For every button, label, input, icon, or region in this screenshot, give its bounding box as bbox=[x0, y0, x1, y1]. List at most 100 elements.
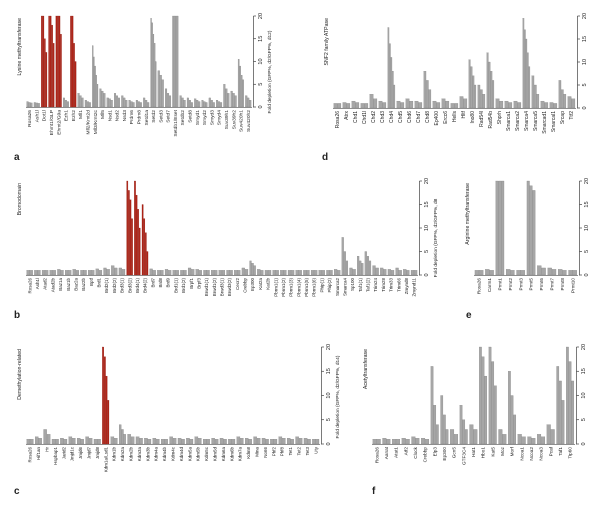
bar-f-18-1 bbox=[550, 429, 555, 445]
bar-a-29-0 bbox=[237, 59, 240, 108]
bar-c-26-1 bbox=[248, 439, 252, 445]
x-tick-label: Trim28 bbox=[381, 278, 386, 292]
x-tick-label: Jmjd6 bbox=[78, 447, 83, 460]
bar-a-20-3 bbox=[176, 15, 179, 108]
bar-c-18-0 bbox=[177, 438, 182, 445]
bar-b-15-3 bbox=[146, 251, 149, 276]
bar-c-8-0 bbox=[93, 439, 98, 445]
x-tick-label: Zmynd8 bbox=[404, 278, 409, 295]
bar-a-5-0 bbox=[62, 97, 65, 108]
x-tick-label: Pcaf bbox=[548, 446, 553, 456]
bar-b-32-1 bbox=[275, 270, 279, 276]
bar-a-28-1 bbox=[232, 93, 235, 108]
bar-b-12-1 bbox=[121, 269, 126, 276]
bar-a-25-1 bbox=[210, 100, 213, 108]
bar-c-23-1 bbox=[223, 439, 227, 445]
bar-a-10-1 bbox=[101, 90, 104, 108]
bar-a-20-1 bbox=[173, 15, 176, 108]
y-tick-label: 15 bbox=[258, 36, 264, 42]
bar-b-21-1 bbox=[191, 269, 195, 276]
bar-c-7-0 bbox=[85, 436, 89, 445]
bar-f-0-1 bbox=[376, 439, 381, 445]
bar-b-4-0 bbox=[57, 269, 61, 276]
bar-b-16-0 bbox=[149, 268, 153, 276]
y-tick-label: 20 bbox=[582, 13, 588, 19]
bar-a-30-2 bbox=[249, 100, 252, 108]
x-tick-label: No66 bbox=[263, 447, 268, 458]
x-tick-label: Bptf bbox=[89, 277, 94, 286]
panel-letter: f bbox=[372, 486, 376, 497]
bar-d-12-0 bbox=[441, 98, 446, 109]
bar-b-38-1 bbox=[321, 270, 325, 276]
bar-b-39-0 bbox=[326, 270, 330, 276]
x-tick-label: Suv420h2 bbox=[246, 110, 252, 132]
bar-a-16-0 bbox=[143, 97, 146, 108]
x-tick-label: Ncoa3 bbox=[539, 447, 544, 461]
bar-b-3-1 bbox=[52, 270, 56, 276]
panel-category-label: SNF2 family ATPase bbox=[324, 18, 330, 66]
bar-a-16-1 bbox=[145, 100, 148, 108]
bar-a-19-2 bbox=[169, 95, 172, 108]
bar-d-16-0 bbox=[477, 84, 481, 109]
x-tick-label: Sp100 bbox=[350, 278, 355, 292]
bar-c-11-0 bbox=[119, 424, 122, 445]
bar-b-48-0 bbox=[395, 267, 399, 276]
bar-b-20-1 bbox=[183, 270, 187, 276]
bar-a-19-1 bbox=[167, 93, 170, 108]
bar-f-11-2 bbox=[484, 375, 488, 445]
bar-c-28-1 bbox=[265, 439, 269, 445]
bar-d-9-1 bbox=[418, 102, 423, 109]
bar-d-3-0 bbox=[360, 103, 365, 109]
bar-b-25-0 bbox=[218, 270, 222, 276]
bar-c-22-0 bbox=[211, 438, 215, 445]
x-tick-label: Brd4(2) bbox=[143, 278, 148, 294]
bar-f-20-1 bbox=[568, 361, 572, 445]
bar-b-17-0 bbox=[157, 270, 161, 276]
bar-e-8-1 bbox=[562, 270, 567, 276]
bar-b-36-0 bbox=[303, 270, 307, 276]
x-tick-label: Tet2 bbox=[297, 447, 302, 456]
bar-b-45-1 bbox=[375, 267, 379, 276]
bar-a-4-2 bbox=[58, 15, 61, 108]
bar-a-7-1 bbox=[79, 95, 82, 108]
bar-b-24-1 bbox=[214, 270, 218, 276]
bar-f-17-1 bbox=[541, 436, 546, 445]
bar-b-39-1 bbox=[329, 270, 333, 276]
bar-d-26-1 bbox=[571, 98, 576, 109]
bar-c-9-2 bbox=[105, 375, 108, 445]
x-tick-label: Taf1 bbox=[558, 447, 563, 456]
panel-letter: a bbox=[14, 152, 20, 163]
x-tick-label: Brd1(2) bbox=[181, 278, 186, 294]
x-tick-label: Chd5 bbox=[398, 111, 404, 123]
bar-b-43-0 bbox=[357, 256, 360, 276]
bar-f-7-0 bbox=[440, 395, 444, 445]
x-tick-label: Kdm2a bbox=[120, 447, 125, 462]
bar-f-14-2 bbox=[513, 414, 517, 445]
bar-c-22-1 bbox=[214, 439, 219, 445]
bar-c-34-1 bbox=[315, 439, 320, 445]
x-tick-label: Setd8 bbox=[188, 110, 194, 123]
y-tick-label: 15 bbox=[581, 368, 587, 374]
x-tick-label: Setd7 bbox=[166, 110, 172, 123]
bar-f-9-0 bbox=[459, 405, 463, 445]
bar-a-23-2 bbox=[198, 101, 201, 108]
bar-c-23-0 bbox=[219, 438, 224, 445]
bar-a-24-1 bbox=[203, 101, 206, 108]
bar-a-9-4 bbox=[96, 84, 99, 108]
x-tick-label: Ttf2 bbox=[569, 111, 575, 120]
bar-f-12-0 bbox=[488, 346, 492, 445]
x-tick-label: Gcn5 bbox=[452, 447, 457, 459]
x-tick-label: Rad54b bbox=[488, 111, 494, 129]
bar-d-20-1 bbox=[517, 102, 522, 109]
panel-category-label: Arginine methyltransferase bbox=[465, 183, 471, 245]
bar-b-42-1 bbox=[352, 269, 356, 276]
x-tick-label: Ercc6 bbox=[443, 111, 449, 124]
bar-a-21-1 bbox=[181, 97, 184, 108]
y-tick-label: 0 bbox=[581, 442, 587, 445]
bar-f-9-1 bbox=[462, 419, 466, 445]
bar-d-25-0 bbox=[558, 80, 562, 109]
bar-f-12-2 bbox=[494, 385, 497, 445]
x-tick-label: Atad2b bbox=[50, 278, 55, 293]
bar-c-14-0 bbox=[144, 438, 148, 445]
